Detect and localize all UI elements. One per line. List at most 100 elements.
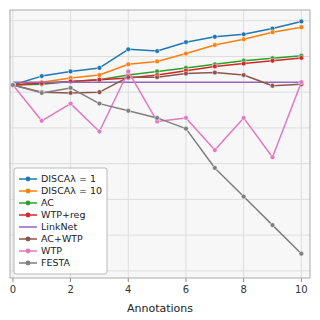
x-tick-label: 6 xyxy=(183,284,189,295)
series-point xyxy=(212,43,217,48)
x-tick xyxy=(128,278,129,282)
legend-marker xyxy=(26,213,31,218)
x-tick xyxy=(243,278,244,282)
x-grid-line xyxy=(12,10,13,278)
series-point xyxy=(39,91,44,96)
x-tick-label: 10 xyxy=(295,284,308,295)
legend-marker xyxy=(26,237,31,242)
legend: DISCAλ = 1DISCAλ = 10ACWTP+regLinkNetAC+… xyxy=(14,168,107,274)
series-point xyxy=(184,51,189,56)
legend-label: DISCAλ = 1 xyxy=(41,173,96,184)
series-point xyxy=(184,126,189,131)
series-point xyxy=(97,73,102,78)
series-point xyxy=(241,73,246,78)
legend-marker xyxy=(26,261,31,266)
y-grid-line xyxy=(10,163,310,164)
series-point xyxy=(241,194,246,199)
x-tick-label: 4 xyxy=(125,284,131,295)
legend-marker xyxy=(26,177,31,182)
legend-swatch xyxy=(19,226,37,228)
series-point xyxy=(39,118,44,123)
series-point xyxy=(270,155,275,160)
series-point xyxy=(39,74,44,79)
series-point xyxy=(270,58,275,63)
series-point xyxy=(10,83,15,88)
series-point xyxy=(97,65,102,70)
series-point xyxy=(212,70,217,75)
chart: 0246810AnnotationsDISCAλ = 1DISCAλ = 10A… xyxy=(0,0,320,320)
series-point xyxy=(241,116,246,121)
series-point xyxy=(299,55,304,60)
series-point xyxy=(10,83,15,88)
series-point xyxy=(299,251,304,256)
series-point xyxy=(155,75,160,80)
series-line xyxy=(13,81,301,83)
legend-label: FESTA xyxy=(41,257,71,268)
series-point xyxy=(212,166,217,171)
legend-marker xyxy=(26,249,31,254)
y-grid-line xyxy=(10,20,310,21)
series-point xyxy=(155,49,160,54)
legend-label: WTP xyxy=(41,245,62,256)
plot-area xyxy=(10,19,303,256)
x-tick xyxy=(12,278,13,282)
x-tick xyxy=(70,278,71,282)
series-point xyxy=(39,90,44,95)
x-tick-label: 8 xyxy=(240,284,246,295)
series-point xyxy=(10,83,15,88)
legend-label: AC xyxy=(41,197,54,208)
series-point xyxy=(68,85,73,90)
plot-frame xyxy=(10,10,310,278)
y-grid-line xyxy=(10,56,310,57)
x-tick xyxy=(185,278,186,282)
series-point xyxy=(184,71,189,76)
series-point xyxy=(270,83,275,88)
series-point xyxy=(299,19,304,24)
series-point xyxy=(10,83,15,88)
series-point xyxy=(299,25,304,30)
series-point xyxy=(241,32,246,37)
series-point xyxy=(126,62,131,67)
series-point xyxy=(97,101,102,106)
series-line xyxy=(13,71,301,157)
series-point xyxy=(212,148,217,153)
series-point xyxy=(97,77,102,82)
legend-label: AC+WTP xyxy=(41,233,83,244)
x-grid-line xyxy=(243,10,244,278)
series-point xyxy=(270,223,275,228)
series-point xyxy=(97,77,102,82)
series-point xyxy=(10,83,15,88)
series-point xyxy=(10,83,15,88)
series-point xyxy=(126,47,131,52)
plot-background xyxy=(10,10,310,278)
x-tick-label: 2 xyxy=(67,284,73,295)
series-point xyxy=(68,91,73,96)
series-point xyxy=(68,101,73,106)
legend-label: DISCAλ = 10 xyxy=(41,185,102,196)
x-axis-label: Annotations xyxy=(127,302,193,315)
series-point xyxy=(97,90,102,95)
series-point xyxy=(68,69,73,74)
series-point xyxy=(241,61,246,66)
series-point xyxy=(155,59,160,64)
series-point xyxy=(126,69,131,74)
series-point xyxy=(212,64,217,69)
y-grid-line xyxy=(10,127,310,128)
x-tick xyxy=(301,278,302,282)
series-point xyxy=(184,116,189,121)
series-point xyxy=(184,40,189,45)
series-line xyxy=(13,27,301,85)
legend-box xyxy=(14,168,107,274)
series-point xyxy=(212,34,217,39)
series-point xyxy=(241,37,246,42)
series-point xyxy=(126,108,131,113)
legend-marker xyxy=(26,189,31,194)
x-grid-line xyxy=(301,10,302,278)
legend-label: LinkNet xyxy=(41,221,77,232)
series-point xyxy=(155,116,160,121)
x-grid-line xyxy=(185,10,186,278)
legend-marker xyxy=(26,201,31,206)
series-point xyxy=(270,30,275,35)
series-point xyxy=(299,80,304,85)
series-line xyxy=(13,21,301,85)
